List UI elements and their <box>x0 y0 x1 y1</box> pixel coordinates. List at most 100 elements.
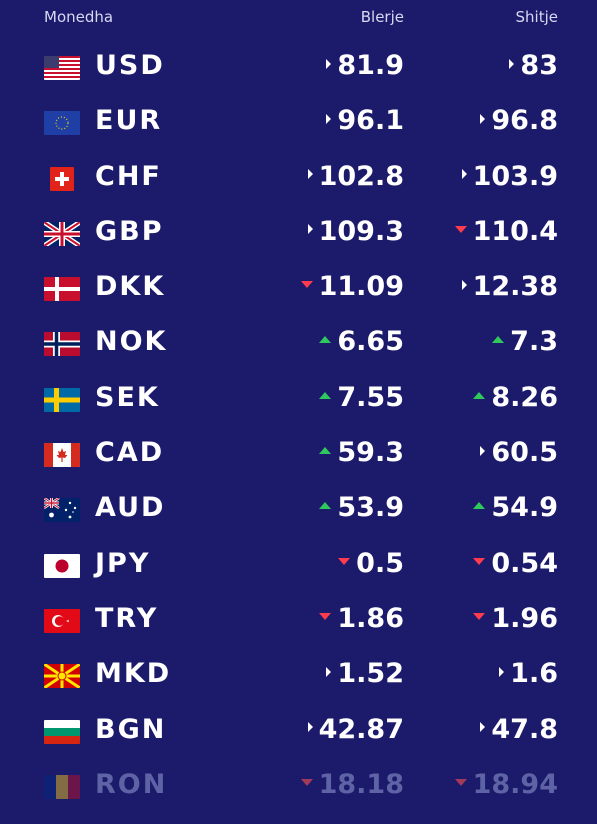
neutral-arrow-icon <box>326 666 332 677</box>
bg-flag-icon <box>44 719 80 744</box>
rate-row-mkd: MKD 1.52 1.6 <box>0 648 597 703</box>
buy-rate: 18.18 <box>300 769 404 800</box>
ro-flag-icon <box>44 774 80 799</box>
table-header: Monedha Blerje Shitje <box>0 0 597 36</box>
down-arrow-icon <box>300 281 313 289</box>
buy-rate: 1.86 <box>319 603 404 634</box>
exchange-rate-list: USD 81.9 83 EUR 96.1 96.8 CHF 102.8 103.… <box>0 40 597 814</box>
neutral-arrow-icon <box>499 666 505 677</box>
buy-rate: 81.9 <box>326 50 404 81</box>
up-arrow-icon <box>319 391 332 399</box>
sell-rate: 60.5 <box>480 437 558 468</box>
sell-rate: 54.9 <box>473 492 558 523</box>
currency-code: BGN <box>95 713 167 745</box>
rate-row-gbp: GBP 109.3 110.4 <box>0 206 597 261</box>
down-arrow-icon <box>300 778 313 786</box>
sell-rate: 1.6 <box>499 658 558 689</box>
ch-flag-icon <box>50 166 74 191</box>
down-arrow-icon <box>319 612 332 620</box>
up-arrow-icon <box>319 502 332 510</box>
au-flag-icon <box>44 498 80 523</box>
currency-code: CAD <box>95 437 165 469</box>
no-flag-icon <box>44 332 80 357</box>
buy-rate: 42.87 <box>307 714 404 745</box>
rate-row-try: TRY 1.86 1.96 <box>0 593 597 648</box>
us-flag-icon <box>44 56 80 80</box>
currency-code: MKD <box>95 658 172 690</box>
currency-code: EUR <box>95 105 163 137</box>
sell-rate: 83 <box>509 50 558 81</box>
rate-row-ron: RON 18.18 18.94 <box>0 759 597 814</box>
buy-rate: 109.3 <box>307 216 404 247</box>
down-arrow-icon <box>454 778 467 786</box>
neutral-arrow-icon <box>480 722 486 733</box>
gb-flag-icon <box>44 221 80 246</box>
sell-rate: 1.96 <box>473 603 558 634</box>
rate-row-usd: USD 81.9 83 <box>0 40 597 95</box>
buy-rate: 6.65 <box>319 326 404 357</box>
up-arrow-icon <box>319 447 332 455</box>
buy-rate: 53.9 <box>319 492 404 523</box>
up-arrow-icon <box>492 336 505 344</box>
currency-code: SEK <box>95 381 160 413</box>
rate-row-chf: CHF 102.8 103.9 <box>0 151 597 206</box>
rate-row-dkk: DKK 11.09 12.38 <box>0 261 597 316</box>
currency-code: USD <box>95 50 165 81</box>
buy-rate: 0.5 <box>338 548 404 579</box>
buy-rate: 11.09 <box>300 271 404 302</box>
rate-row-sek: SEK 7.55 8.26 <box>0 372 597 427</box>
up-arrow-icon <box>319 336 332 344</box>
sell-rate: 8.26 <box>473 382 558 413</box>
neutral-arrow-icon <box>307 722 313 733</box>
sell-rate: 103.9 <box>461 161 558 192</box>
buy-rate: 1.52 <box>326 658 404 689</box>
buy-rate: 96.1 <box>326 105 404 136</box>
down-arrow-icon <box>473 557 486 565</box>
down-arrow-icon <box>454 225 467 233</box>
up-arrow-icon <box>473 502 486 510</box>
rate-row-cad: CAD 59.3 60.5 <box>0 427 597 482</box>
neutral-arrow-icon <box>461 169 467 180</box>
currency-code: JPY <box>95 547 151 579</box>
currency-code: RON <box>95 768 168 800</box>
rate-row-aud: AUD 53.9 54.9 <box>0 482 597 537</box>
column-header-buy: Blerje <box>360 8 404 26</box>
currency-code: TRY <box>95 602 159 634</box>
dk-flag-icon <box>44 277 80 302</box>
column-header-sell: Shitje <box>515 8 558 26</box>
neutral-arrow-icon <box>326 113 332 124</box>
down-arrow-icon <box>473 612 486 620</box>
up-arrow-icon <box>473 391 486 399</box>
rate-row-eur: EUR 96.1 96.8 <box>0 95 597 150</box>
buy-rate: 59.3 <box>319 437 404 468</box>
currency-code: AUD <box>95 492 166 524</box>
sell-rate: 110.4 <box>454 216 558 247</box>
buy-rate: 7.55 <box>319 382 404 413</box>
currency-code: NOK <box>95 326 168 358</box>
neutral-arrow-icon <box>307 224 313 235</box>
jp-flag-icon <box>44 553 80 578</box>
neutral-arrow-icon <box>480 445 486 456</box>
ca-flag-icon <box>44 443 80 468</box>
neutral-arrow-icon <box>307 169 313 180</box>
neutral-arrow-icon <box>509 58 515 69</box>
column-header-currency: Monedha <box>44 8 114 26</box>
mk-flag-icon <box>44 664 80 689</box>
se-flag-icon <box>44 387 80 412</box>
rate-row-nok: NOK 6.65 7.3 <box>0 316 597 371</box>
sell-rate: 47.8 <box>480 714 558 745</box>
sell-rate: 7.3 <box>492 326 558 357</box>
eu-flag-icon <box>44 111 80 136</box>
tr-flag-icon <box>44 608 80 633</box>
currency-code: CHF <box>95 160 162 192</box>
sell-rate: 0.54 <box>473 548 558 579</box>
neutral-arrow-icon <box>480 113 486 124</box>
currency-code: DKK <box>95 271 166 303</box>
rate-row-bgn: BGN 42.87 47.8 <box>0 704 597 759</box>
currency-code: GBP <box>95 215 164 247</box>
buy-rate: 102.8 <box>307 161 404 192</box>
neutral-arrow-icon <box>326 58 332 69</box>
sell-rate: 18.94 <box>454 769 558 800</box>
rate-row-jpy: JPY 0.5 0.54 <box>0 538 597 593</box>
sell-rate: 12.38 <box>461 271 558 302</box>
